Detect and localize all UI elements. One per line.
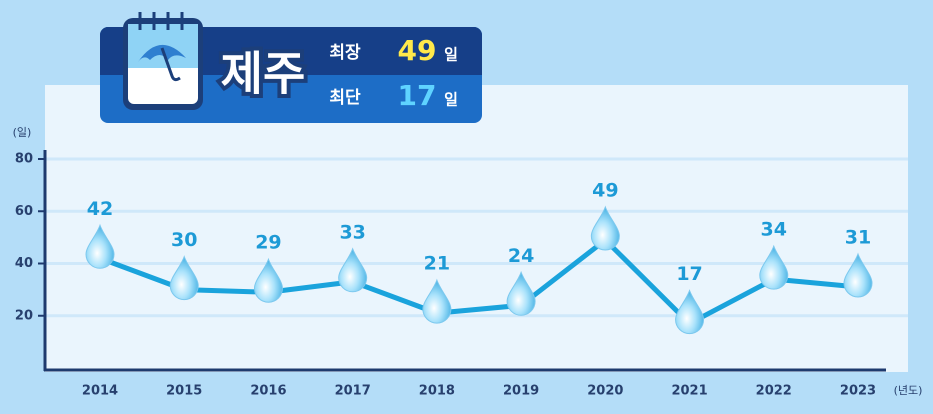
value-label: 33	[339, 221, 365, 243]
x-tick-label: 2016	[250, 384, 286, 399]
rain-drop	[169, 255, 199, 301]
value-label: 21	[424, 253, 450, 275]
rain-drop	[759, 244, 789, 290]
x-tick-label: 2022	[756, 384, 792, 399]
value-label: 17	[676, 263, 702, 285]
umbrella	[138, 44, 186, 62]
x-tick-label: 2020	[587, 384, 623, 399]
badge: 제주 최장 49 일 최단 17 일	[100, 12, 482, 123]
min-label: 최단	[329, 88, 361, 108]
value-label: 30	[171, 229, 197, 251]
value-label: 42	[87, 198, 113, 220]
x-tick-label: 2023	[840, 384, 876, 399]
plot-area	[45, 85, 908, 372]
rain-drop	[422, 278, 452, 324]
max-value: 49	[398, 34, 437, 67]
y-tick-label: 20	[15, 308, 33, 323]
x-tick-label: 2015	[166, 384, 202, 399]
rain-drop	[675, 289, 705, 335]
region-title: 제주	[221, 47, 306, 101]
rain-drop	[590, 205, 620, 251]
rain-drop	[253, 257, 283, 303]
y-tick-label: 40	[15, 256, 33, 271]
y-tick-label: 60	[15, 204, 33, 219]
max-label: 최장	[329, 43, 361, 63]
x-tick-label: 2018	[419, 384, 455, 399]
value-label: 29	[255, 232, 281, 254]
x-tick-label: 2021	[671, 384, 707, 399]
rain-drop	[85, 223, 115, 269]
max-unit: 일	[444, 46, 458, 64]
min-unit: 일	[444, 91, 458, 109]
x-tick-label: 2014	[82, 384, 118, 399]
umbrella-handle	[160, 47, 181, 82]
rain-drop	[338, 247, 368, 293]
value-label: 34	[761, 219, 787, 241]
min-value: 17	[398, 79, 437, 112]
value-label: 31	[845, 227, 871, 249]
calendar-rings	[138, 12, 184, 30]
x-tick-label: 2019	[503, 384, 539, 399]
rain-drop	[506, 270, 536, 316]
x-tick-label: 2017	[335, 384, 371, 399]
y-axis-label: (일)	[13, 125, 32, 139]
value-label: 24	[508, 245, 534, 267]
line	[99, 237, 859, 327]
y-tick-label: 80	[15, 152, 33, 167]
x-axis-label: (년도)	[894, 384, 923, 397]
value-label: 49	[592, 179, 618, 201]
rain-drop	[843, 252, 873, 298]
